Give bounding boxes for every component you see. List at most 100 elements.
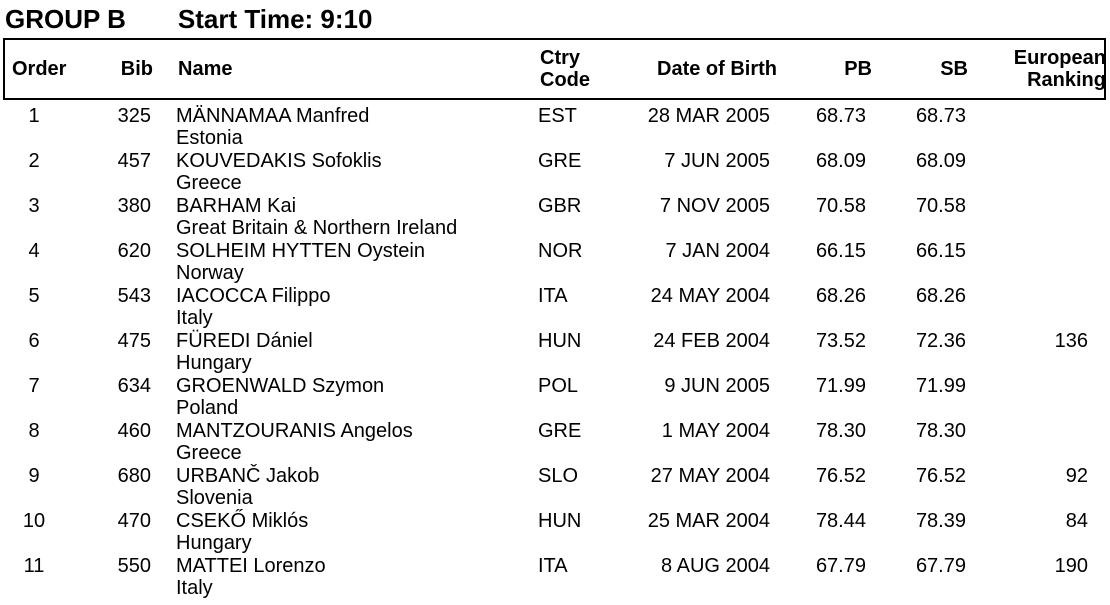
country-code-cell: EST [538, 105, 577, 127]
table-row: 2 457 KOUVEDAKIS Sofoklis Greece GRE 7 J… [3, 150, 1106, 195]
bib-cell: 550 [117, 555, 151, 577]
order-cell: 3 [28, 195, 40, 217]
sb-cell: 78.30 [915, 420, 966, 442]
pb-cell: 78.44 [815, 510, 866, 532]
sb-cell: 78.39 [915, 510, 966, 532]
table-row: 11 550 MATTEI Lorenzo Italy ITA 8 AUG 20… [3, 555, 1106, 600]
name-cell: FÜREDI Dániel Hungary [153, 330, 538, 374]
athlete-name: FÜREDI Dániel [176, 330, 313, 352]
sb-cell: 68.73 [915, 105, 966, 127]
date-of-birth-cell: 25 MAR 2004 [647, 510, 770, 532]
table-row: 9 680 URBANČ Jakob Slovenia SLO 27 MAY 2… [3, 465, 1106, 510]
header-european-ranking-line1: European [1013, 47, 1106, 69]
country-code-cell: NOR [538, 240, 583, 262]
table-row: 1 325 MÄNNAMAA Manfred Estonia EST 28 MA… [3, 105, 1106, 150]
header-european-ranking: European Ranking [972, 47, 1108, 91]
header-date-of-birth: Date of Birth [657, 58, 777, 80]
date-of-birth-cell: 24 MAY 2004 [650, 285, 770, 307]
athlete-name: URBANČ Jakob [176, 465, 320, 487]
header-ctry-code-line2: Code [540, 69, 590, 91]
athlete-country: Estonia [176, 127, 243, 149]
country-code-cell: POL [538, 375, 579, 397]
pb-cell: 70.58 [815, 195, 866, 217]
table-row: 5 543 IACOCCA Filippo Italy ITA 24 MAY 2… [3, 285, 1106, 330]
pb-cell: 66.15 [815, 240, 866, 262]
order-cell: 8 [28, 420, 40, 442]
name-cell: KOUVEDAKIS Sofoklis Greece [153, 150, 538, 194]
date-of-birth-cell: 7 JUN 2005 [664, 150, 770, 172]
pb-cell: 78.30 [815, 420, 866, 442]
name-cell: URBANČ Jakob Slovenia [153, 465, 538, 509]
date-of-birth-cell: 7 NOV 2005 [659, 195, 770, 217]
country-code-cell: ITA [538, 285, 568, 307]
sb-cell: 70.58 [915, 195, 966, 217]
order-cell: 9 [28, 465, 40, 487]
name-cell: CSEKŐ Miklós Hungary [153, 510, 538, 554]
header-order: Order [12, 58, 67, 80]
athlete-country: Hungary [176, 352, 252, 374]
order-cell: 1 [28, 105, 40, 127]
date-of-birth-cell: 24 FEB 2004 [653, 330, 770, 352]
date-of-birth-cell: 28 MAR 2005 [647, 105, 770, 127]
table-row: 7 634 GROENWALD Szymon Poland POL 9 JUN … [3, 375, 1106, 420]
pb-cell: 67.79 [815, 555, 866, 577]
title-row: GROUP B Start Time: 9:10 [5, 4, 1110, 34]
pb-cell: 68.73 [815, 105, 866, 127]
table-row: 6 475 FÜREDI Dániel Hungary HUN 24 FEB 2… [3, 330, 1106, 375]
pb-cell: 71.99 [815, 375, 866, 397]
group-label: GROUP B [5, 4, 126, 34]
bib-cell: 680 [117, 465, 151, 487]
sb-cell: 68.09 [915, 150, 966, 172]
name-cell: IACOCCA Filippo Italy [153, 285, 538, 329]
date-of-birth-cell: 1 MAY 2004 [661, 420, 770, 442]
name-cell: GROENWALD Szymon Poland [153, 375, 538, 419]
athlete-name: BARHAM Kai [176, 195, 297, 217]
athlete-country: Great Britain & Northern Ireland [176, 217, 458, 239]
athlete-country: Greece [176, 442, 242, 464]
pb-cell: 73.52 [815, 330, 866, 352]
name-cell: SOLHEIM HYTTEN Oystein Norway [153, 240, 538, 284]
order-cell: 11 [23, 555, 45, 577]
sb-cell: 71.99 [915, 375, 966, 397]
date-of-birth-cell: 7 JAN 2004 [665, 240, 770, 262]
header-sb: SB [940, 58, 968, 80]
sb-cell: 76.52 [915, 465, 966, 487]
athlete-name: IACOCCA Filippo [176, 285, 331, 307]
sb-cell: 68.26 [915, 285, 966, 307]
country-code-cell: GRE [538, 420, 582, 442]
athlete-name: MANTZOURANIS Angelos [176, 420, 413, 442]
sb-cell: 72.36 [915, 330, 966, 352]
name-cell: MÄNNAMAA Manfred Estonia [153, 105, 538, 149]
header-pb: PB [844, 58, 872, 80]
european-ranking-cell: 84 [1065, 510, 1088, 532]
order-cell: 7 [28, 375, 40, 397]
athlete-name: GROENWALD Szymon [176, 375, 385, 397]
header-european-ranking-line2: Ranking [1027, 69, 1106, 91]
athlete-name: KOUVEDAKIS Sofoklis [176, 150, 382, 172]
header-ctry-code-line1: Ctry [540, 47, 581, 69]
bib-cell: 460 [117, 420, 151, 442]
bib-cell: 457 [117, 150, 151, 172]
athlete-country: Slovenia [176, 487, 253, 509]
athlete-country: Hungary [176, 532, 252, 554]
bib-cell: 620 [117, 240, 151, 262]
date-of-birth-cell: 9 JUN 2005 [664, 375, 770, 397]
table-row: 3 380 BARHAM Kai Great Britain & Norther… [3, 195, 1106, 240]
start-time-label: Start Time: 9:10 [177, 4, 373, 34]
name-cell: BARHAM Kai Great Britain & Northern Irel… [153, 195, 538, 239]
pb-cell: 68.26 [815, 285, 866, 307]
date-of-birth-cell: 8 AUG 2004 [661, 555, 770, 577]
date-of-birth-cell: 27 MAY 2004 [650, 465, 770, 487]
bib-cell: 325 [117, 105, 151, 127]
table-row: 10 470 CSEKŐ Miklós Hungary HUN 25 MAR 2… [3, 510, 1106, 555]
bib-cell: 634 [117, 375, 151, 397]
athlete-name: CSEKŐ Miklós [176, 510, 309, 532]
table-body: 1 325 MÄNNAMAA Manfred Estonia EST 28 MA… [3, 105, 1106, 600]
athlete-country: Greece [176, 172, 242, 194]
country-code-cell: SLO [538, 465, 579, 487]
athlete-name: SOLHEIM HYTTEN Oystein [176, 240, 425, 262]
table-row: 8 460 MANTZOURANIS Angelos Greece GRE 1 … [3, 420, 1106, 465]
header-name: Name [178, 58, 233, 80]
order-cell: 6 [28, 330, 40, 352]
